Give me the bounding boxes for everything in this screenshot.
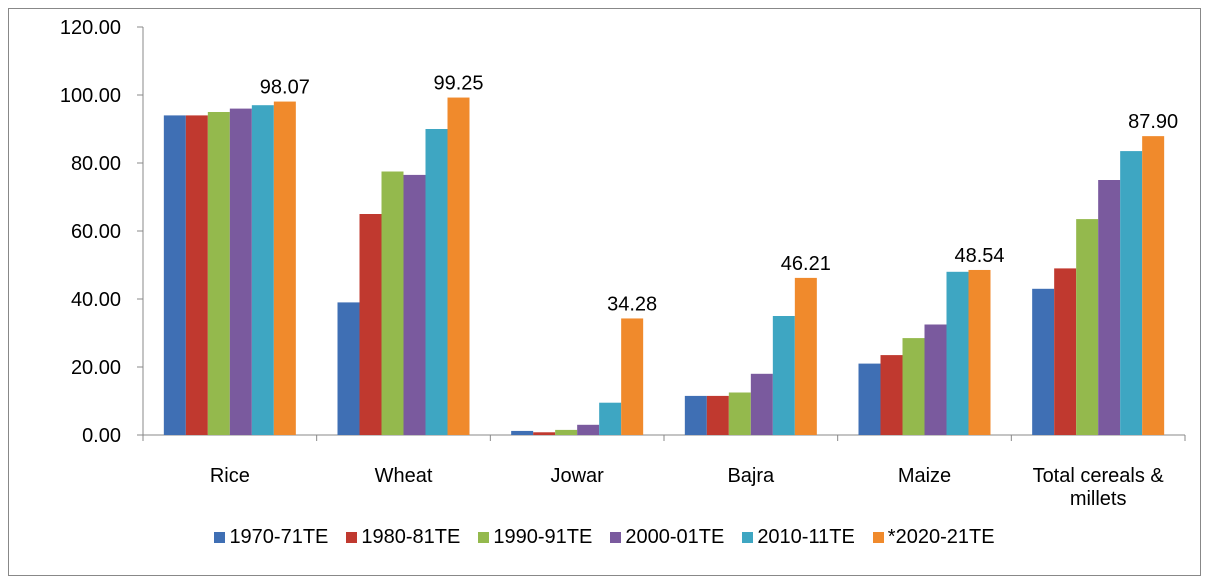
bar xyxy=(968,269,991,435)
y-tick-label: 60.00 xyxy=(71,221,121,243)
x-tick-label: Maize xyxy=(897,465,952,487)
bar xyxy=(946,271,969,435)
legend-label: 1990-91TE xyxy=(493,526,593,548)
bar xyxy=(511,430,534,435)
bar xyxy=(1032,288,1055,435)
bar xyxy=(337,302,360,435)
legend-swatch xyxy=(478,532,490,543)
bar xyxy=(750,373,773,435)
legend-label: 2010-11TE xyxy=(757,526,855,548)
legend-swatch xyxy=(610,532,622,543)
legend-item: 1970-71TE xyxy=(214,526,328,549)
legend-item: 2010-11TE xyxy=(742,526,855,549)
legend-label: 1980-81TE xyxy=(361,526,461,548)
x-tick-label: Wheat xyxy=(374,465,433,487)
x-tick-label: Total cereals & millets xyxy=(1032,465,1164,510)
y-tick-label: 80.00 xyxy=(71,153,121,175)
bar xyxy=(577,424,600,435)
bar xyxy=(403,174,426,435)
bar xyxy=(251,105,274,435)
frame xyxy=(8,8,1201,576)
data-label: 87.90 xyxy=(1128,111,1178,133)
legend-swatch xyxy=(742,532,754,543)
legend-item: *2020-21TE xyxy=(872,526,995,549)
bar xyxy=(728,392,751,435)
bar xyxy=(924,324,947,435)
bar xyxy=(706,395,729,435)
bar xyxy=(163,115,186,436)
bar xyxy=(880,355,903,435)
legend-item: 1990-91TE xyxy=(478,526,592,549)
bar xyxy=(1054,268,1077,435)
legend-label: *2020-21TE xyxy=(887,526,995,548)
y-tick-label: 120.00 xyxy=(60,17,121,39)
x-tick-label: Jowar xyxy=(550,465,604,487)
y-tick-label: 20.00 xyxy=(71,357,121,379)
data-label: 98.07 xyxy=(260,77,310,99)
bar xyxy=(684,395,707,435)
legend-item: 1980-81TE xyxy=(346,526,460,549)
bar xyxy=(794,277,817,435)
bar xyxy=(902,338,925,435)
bar xyxy=(273,101,296,435)
bar xyxy=(772,316,795,435)
data-label: 48.54 xyxy=(954,245,1004,267)
bar xyxy=(207,112,230,435)
legend-item: 2000-01TE xyxy=(610,526,724,549)
legend-swatch xyxy=(214,532,226,543)
bar xyxy=(359,214,382,435)
bar xyxy=(858,363,881,435)
bar xyxy=(621,318,644,435)
legend-label: 2000-01TE xyxy=(625,526,725,548)
legend-swatch xyxy=(346,532,358,543)
bar xyxy=(1076,219,1099,435)
legend-label: 1970-71TE xyxy=(229,526,329,548)
bar xyxy=(1098,180,1121,435)
bar xyxy=(555,429,578,435)
x-tick-label: Rice xyxy=(209,465,250,487)
bar xyxy=(185,115,208,436)
bar xyxy=(599,402,622,435)
y-tick-label: 40.00 xyxy=(71,289,121,311)
legend-swatch xyxy=(872,532,884,543)
data-label: 99.25 xyxy=(433,73,483,95)
bar xyxy=(1142,136,1165,435)
bar xyxy=(381,171,404,435)
y-tick-label: 0.00 xyxy=(82,425,121,447)
bar xyxy=(447,97,470,436)
bar xyxy=(425,129,448,435)
bar xyxy=(533,432,556,435)
legend: 1970-71TE 1980-81TE 1990-91TE 2000-01TE 2010… xyxy=(0,526,1209,549)
data-label: 34.28 xyxy=(607,293,657,315)
bar xyxy=(1120,151,1143,435)
data-label: 46.21 xyxy=(781,253,831,275)
y-tick-label: 100.00 xyxy=(60,85,121,107)
x-tick-label: Bajra xyxy=(727,465,775,487)
bar xyxy=(229,108,252,435)
